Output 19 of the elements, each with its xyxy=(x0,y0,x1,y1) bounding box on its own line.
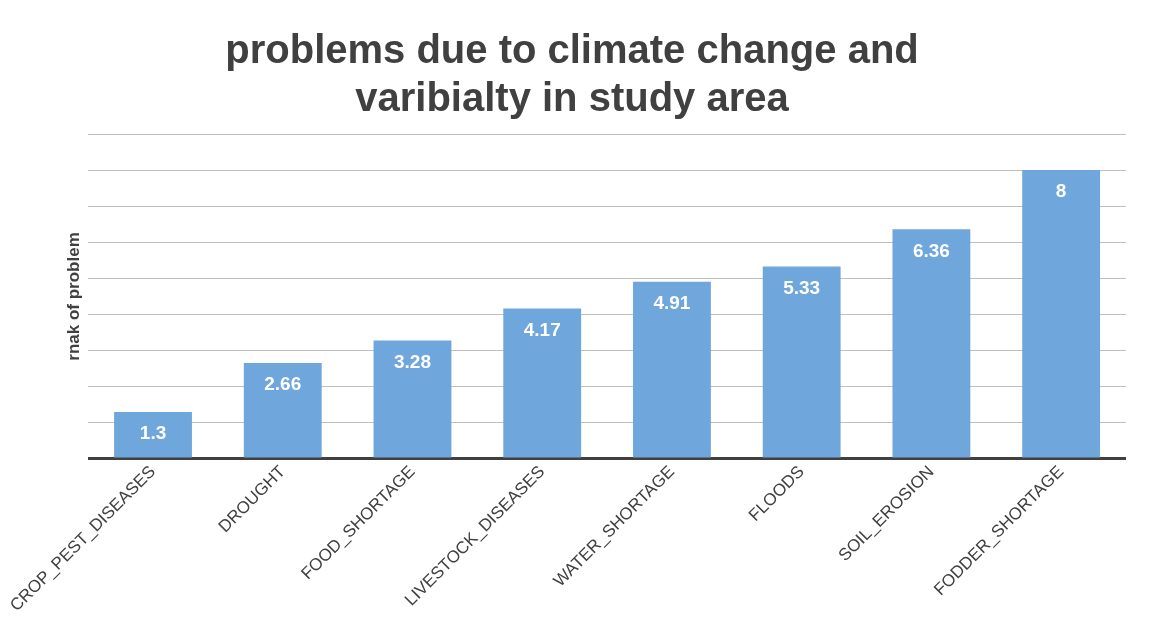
data-label: 1.3 xyxy=(139,422,167,444)
bar xyxy=(1022,170,1101,458)
bar xyxy=(633,281,711,458)
bar xyxy=(762,266,841,458)
y-axis-title: rnak of problem xyxy=(63,232,83,361)
text: varibialty in study area xyxy=(355,75,789,120)
data-label: 3.28 xyxy=(393,350,431,372)
data-label: 2.66 xyxy=(264,373,302,395)
data-label: 5.33 xyxy=(783,276,821,298)
data-label: 4.17 xyxy=(523,318,561,340)
data-label: 4.91 xyxy=(653,291,691,313)
bar xyxy=(373,340,452,458)
bar xyxy=(503,308,582,458)
bar xyxy=(892,229,971,458)
data-label: 6.36 xyxy=(912,239,950,261)
text: problems due to climate change and xyxy=(225,27,919,72)
bar xyxy=(243,362,322,458)
bar xyxy=(114,412,192,458)
data-label: 8 xyxy=(1055,180,1067,202)
